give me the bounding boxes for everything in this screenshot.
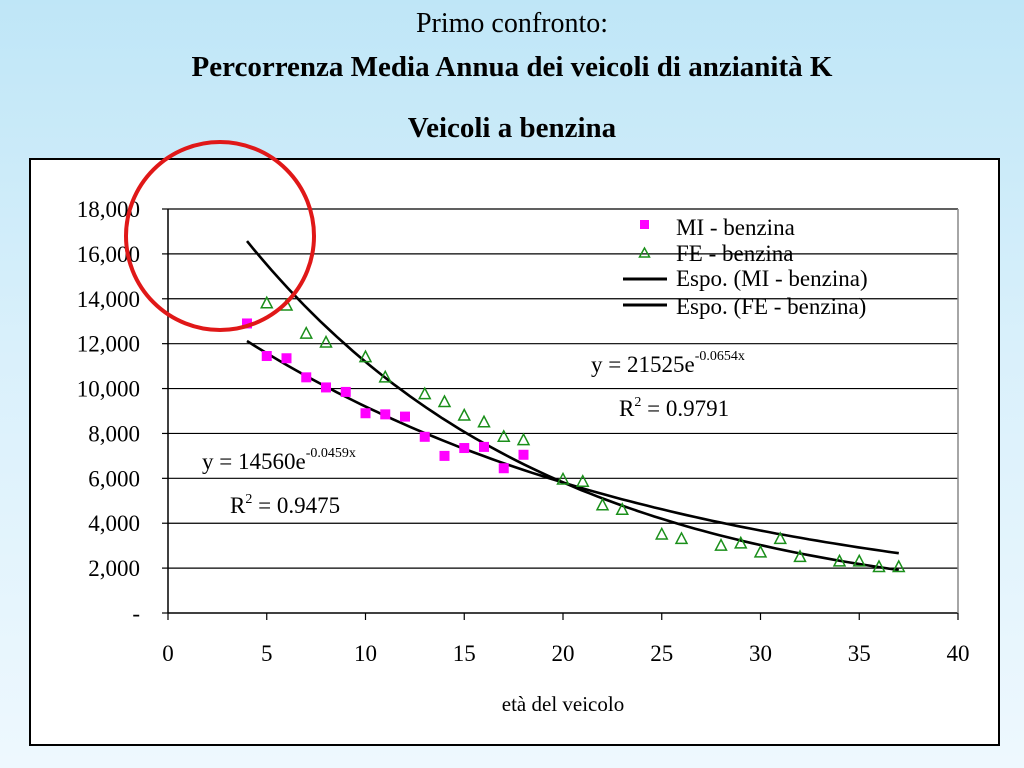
fe-equation-base: y = 21525e <box>591 352 695 377</box>
y-tick-label: 12,000 <box>77 332 140 357</box>
x-tick-label: 15 <box>453 641 476 666</box>
chart-heading: Veicoli a benzina <box>407 112 617 144</box>
fe-point <box>674 531 689 545</box>
mi-point <box>459 443 470 454</box>
y-tick-label: 10,000 <box>77 377 140 402</box>
x-tick-label: 10 <box>354 641 377 666</box>
fe-point <box>556 471 570 485</box>
x-axis-title: età del veicolo <box>502 692 624 716</box>
fe-r2-superscript: 2 <box>634 395 641 410</box>
legend-label-fe: FE - benzina <box>676 241 794 266</box>
x-tick-label: 35 <box>848 641 871 666</box>
y-tick-label: 8,000 <box>88 421 140 446</box>
mi-r2-base: R <box>230 493 246 518</box>
y-tick-label: 2,000 <box>88 556 140 581</box>
fe-point <box>299 325 313 339</box>
data-points <box>242 295 906 573</box>
fe-point <box>734 535 748 549</box>
trendline-fe <box>245 240 899 572</box>
fe-point <box>714 538 728 551</box>
fe-point <box>516 432 531 446</box>
fe-r2-value: = 0.9791 <box>641 396 729 421</box>
mi-point <box>518 449 529 460</box>
legend-label-trend-fe: Espo. (FE - benzina) <box>676 294 866 319</box>
fe-point <box>793 549 807 563</box>
fe-point <box>358 349 373 363</box>
fe-point <box>418 386 432 400</box>
trendlines <box>245 240 899 572</box>
mi-r2-superscript: 2 <box>245 492 252 507</box>
fe-point <box>773 531 787 545</box>
x-tick-label: 20 <box>552 641 575 666</box>
mi-point <box>281 353 292 364</box>
x-tick-label: 5 <box>261 641 273 666</box>
mi-point <box>498 463 509 474</box>
fe-point <box>872 559 886 573</box>
fe-r2-base: R <box>619 396 635 421</box>
legend-label-trend-mi: Espo. (MI - benzina) <box>676 266 868 291</box>
y-tick-label: - <box>132 601 140 626</box>
mi-equation-exponent: -0.0459x <box>306 446 356 461</box>
legend: MI - benzina FE - benzina Espo. (MI - be… <box>623 215 868 319</box>
mi-point <box>380 409 391 420</box>
y-tick-label: 6,000 <box>88 466 140 491</box>
mi-equation-base: y = 14560e <box>202 449 306 474</box>
fe-equation-exponent: -0.0654x <box>695 349 745 364</box>
mi-point <box>340 386 351 397</box>
slide-title: Primo confronto: <box>415 8 609 39</box>
fe-point <box>378 369 392 383</box>
mi-point <box>360 408 371 419</box>
fe-point <box>497 429 511 443</box>
fe-r2: R2 = 0.9791 <box>619 395 729 421</box>
x-tick-label: 0 <box>162 641 174 666</box>
mi-r2-value: = 0.9475 <box>252 493 340 518</box>
fe-point <box>655 526 669 540</box>
legend-marker-mi <box>640 220 649 229</box>
mi-r2: R2 = 0.9475 <box>230 492 340 518</box>
fe-point <box>892 559 906 573</box>
x-tick-label: 40 <box>947 641 970 666</box>
mi-point <box>419 431 430 442</box>
y-tick-label: 4,000 <box>88 511 140 536</box>
slide-subtitle: Percorrenza Media Annua dei veicoli di a… <box>191 51 833 83</box>
legend-marker-fe <box>638 246 651 258</box>
legend-label-mi: MI - benzina <box>676 215 795 240</box>
fe-point <box>832 553 847 567</box>
fe-point <box>576 474 590 487</box>
x-tick-label: 25 <box>650 641 673 666</box>
fe-point <box>753 544 768 558</box>
mi-equation: y = 14560e-0.0459x <box>202 446 356 474</box>
fe-point <box>437 394 452 408</box>
mi-point <box>439 450 450 461</box>
mi-point <box>301 372 312 383</box>
mi-point <box>479 441 489 452</box>
chart-frame: - 2,000 4,000 6,000 8,000 10,000 12,000 14,000 1… <box>29 158 1000 746</box>
highlight-circle <box>124 140 316 332</box>
mi-point <box>261 351 272 362</box>
fe-point <box>457 407 471 421</box>
mi-point <box>400 411 410 422</box>
fe-point <box>615 502 629 516</box>
x-tick-label: 30 <box>749 641 772 666</box>
fe-point <box>319 334 333 348</box>
mi-point <box>321 382 331 393</box>
fe-point <box>477 414 491 428</box>
fe-equation: y = 21525e-0.0654x <box>591 349 745 377</box>
y-tick-label: 14,000 <box>77 287 140 312</box>
fe-point <box>595 497 610 511</box>
fe-point <box>852 553 866 567</box>
